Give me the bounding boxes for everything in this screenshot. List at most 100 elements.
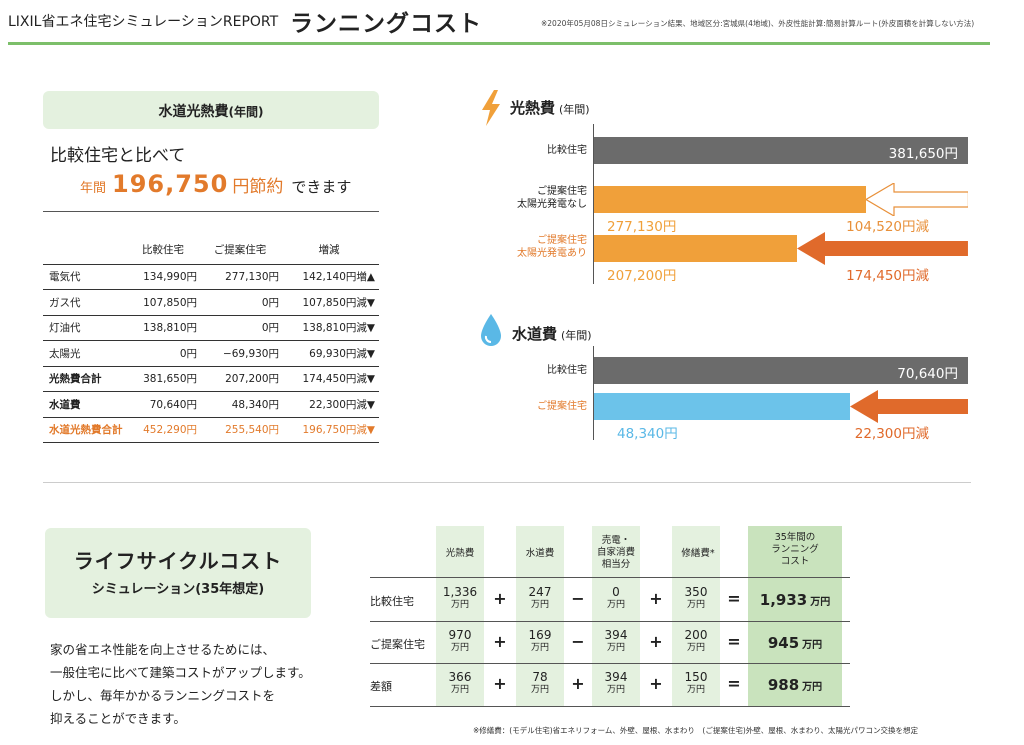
lifecycle-total-unit: 万円 <box>802 682 823 693</box>
table-header <box>43 236 129 264</box>
savings-unit: 円節約 <box>232 177 284 197</box>
row-label: 光熱費合計 <box>43 366 129 392</box>
lifecycle-operator: + <box>493 632 507 651</box>
energy-row-label-line: ご提案住宅 <box>537 186 587 197</box>
energy-bar <box>594 137 968 164</box>
lifecycle-repair-value: 150 万円 <box>672 671 720 697</box>
lifecycle-header-sell-line: 自家消費 <box>596 547 635 558</box>
lifecycle-total-value: 988 万円 <box>748 676 842 694</box>
water-bar <box>594 357 968 384</box>
lifecycle-row-divider <box>370 577 850 578</box>
energy-row-label: ご提案住宅 太陽光発電なし <box>487 185 587 211</box>
lifecycle-number: 366 <box>448 670 472 684</box>
lifecycle-total-value: 945 万円 <box>748 634 842 652</box>
diff-value: 142,140円増▲ <box>283 263 379 290</box>
lifecycle-unit: 万円 <box>450 685 469 695</box>
lifecycle-footnote: ※修繕費：(モデル住宅)省エネリフォーム、外壁、屋根、水まわり (ご提案住宅)外… <box>473 726 918 735</box>
lifecycle-header-sell: 売電・ 自家消費 相当分 <box>586 535 646 571</box>
lifecycle-heading-box <box>45 528 311 618</box>
lifecycle-header-sell-line: 相当分 <box>601 559 631 570</box>
proposal-value: 207,200円 <box>201 366 283 392</box>
savings-suffix: できます <box>291 178 352 196</box>
compare-value: 0円 <box>129 340 201 367</box>
lifecycle-operator: − <box>571 589 585 608</box>
lifecycle-operator: = <box>727 674 741 693</box>
lifecycle-operator: + <box>571 674 585 693</box>
lifecycle-energy-value: 970 万円 <box>436 629 484 655</box>
table-row: 水道費 70,640円 48,340円 22,300円減▼ <box>43 391 379 418</box>
lifecycle-number: 394 <box>604 670 628 684</box>
lifecycle-operator: − <box>571 632 585 651</box>
compare-value: 381,650円 <box>129 366 201 392</box>
lifecycle-water-value: 247 万円 <box>516 586 564 612</box>
lifecycle-water-value: 169 万円 <box>516 629 564 655</box>
lifecycle-total-unit: 万円 <box>802 640 823 651</box>
lifecycle-operator: = <box>727 589 741 608</box>
sell-column-bg <box>592 526 640 706</box>
proposal-value: 0円 <box>201 315 283 341</box>
lifecycle-number: 970 <box>448 628 472 642</box>
proposal-value: 255,540円 <box>201 417 283 443</box>
lifecycle-header-total: 35年間の ランニング コスト <box>748 532 842 568</box>
lifecycle-energy-value: 1,336 万円 <box>436 586 484 612</box>
diff-value: 174,450円減▼ <box>283 366 379 392</box>
lifecycle-header-total-line: コスト <box>780 556 810 567</box>
row-label: 太陽光 <box>43 340 129 367</box>
lifecycle-operator: + <box>649 674 663 693</box>
row-label: ガス代 <box>43 289 129 316</box>
water-row-label: ご提案住宅 <box>537 401 587 412</box>
section-divider <box>43 482 971 483</box>
table-row: 水道光熱費合計 452,290円 255,540円 196,750円減▼ <box>43 417 379 443</box>
lifecycle-number: 350 <box>684 585 708 599</box>
lightning-icon <box>482 90 500 126</box>
table-header: 比較住宅 <box>142 244 184 257</box>
compare-value: 107,850円 <box>129 289 201 316</box>
savings-prefix: 年間 <box>80 181 107 196</box>
lifecycle-row-divider <box>370 663 850 664</box>
lifecycle-water-value: 78 万円 <box>516 671 564 697</box>
utility-heading-text: 水道光熱費 <box>158 104 229 120</box>
lifecycle-header-sell-line: 売電・ <box>601 535 631 546</box>
energy-bar <box>594 235 798 262</box>
energy-bar <box>594 186 866 213</box>
lifecycle-operator: + <box>649 589 663 608</box>
lifecycle-unit: 万円 <box>450 643 469 653</box>
lifecycle-total-number: 988 <box>767 676 800 694</box>
lifecycle-header-repair-mark: * <box>709 548 715 559</box>
lifecycle-number: 0 <box>612 585 620 599</box>
lifecycle-row-divider <box>370 621 850 622</box>
lifecycle-unit: 万円 <box>450 600 469 610</box>
table-row: ガス代 107,850円 0円 107,850円減▼ <box>43 289 379 316</box>
lifecycle-sell-value: 394 万円 <box>592 671 640 697</box>
energy-row-label-line: 太陽光発電あり <box>517 248 587 259</box>
lifecycle-header-energy: 光熱費 <box>445 548 475 559</box>
lifecycle-operator: = <box>727 632 741 651</box>
compare-value: 452,290円 <box>129 417 201 443</box>
lifecycle-total-number: 1,933 <box>759 591 808 609</box>
water-chart-title: 水道費 (年間) <box>512 323 592 344</box>
header-divider <box>8 42 990 45</box>
lifecycle-number: 200 <box>684 628 708 642</box>
compare-value: 134,990円 <box>129 263 201 290</box>
lifecycle-desc-line: 一般住宅に比べて建築コストがアップします。 <box>50 665 311 680</box>
lifecycle-row-label: ご提案住宅 <box>370 638 425 651</box>
reduction-arrow-icon <box>797 232 968 265</box>
brand-title: LIXIL省エネ住宅シミュレーションREPORT <box>8 14 279 30</box>
row-label: 灯油代 <box>43 315 129 341</box>
water-chart-title-suffix: (年間) <box>561 329 592 342</box>
utility-heading-suffix: (年間) <box>228 105 264 119</box>
lifecycle-number: 247 <box>528 585 552 599</box>
lifecycle-unit: 万円 <box>686 643 705 653</box>
compare-value: 70,640円 <box>129 391 201 418</box>
lifecycle-total-number: 945 <box>767 634 800 652</box>
lifecycle-unit: 万円 <box>606 600 625 610</box>
proposal-value: −69,930円 <box>201 340 283 367</box>
compare-line: 比較住宅と比べて <box>50 146 186 166</box>
lifecycle-header-total-line: 35年間の <box>774 532 816 543</box>
diff-value: 107,850円減▼ <box>283 289 379 316</box>
panel-divider <box>43 211 379 212</box>
lifecycle-operator: + <box>649 632 663 651</box>
lifecycle-row-label: 比較住宅 <box>370 595 414 608</box>
lifecycle-number: 150 <box>684 670 708 684</box>
lifecycle-repair-value: 200 万円 <box>672 629 720 655</box>
